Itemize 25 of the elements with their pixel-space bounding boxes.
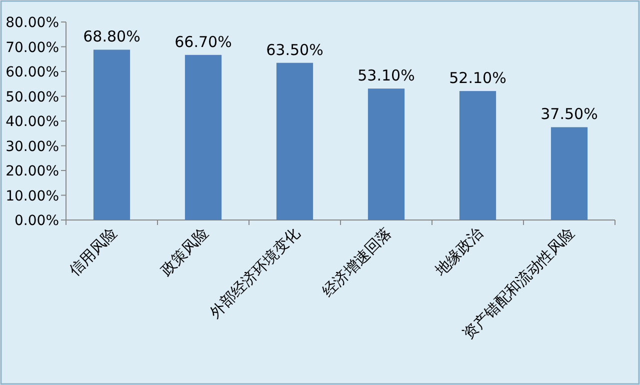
y-tick-label: 50.00% xyxy=(6,89,59,106)
bar xyxy=(459,91,496,220)
bar xyxy=(184,54,222,220)
data-label: 66.70% xyxy=(174,32,232,51)
y-tick-label: 60.00% xyxy=(6,64,59,80)
y-tick-label: 10.00% xyxy=(6,188,59,204)
y-tick-label: 70.00% xyxy=(6,40,59,56)
x-tick-label: 地缘政治 xyxy=(430,224,487,280)
data-label: 37.50% xyxy=(540,105,598,124)
bar xyxy=(276,62,314,220)
data-label: 53.10% xyxy=(358,66,415,85)
y-tick-label: 0.00% xyxy=(14,213,59,229)
data-label: 63.50% xyxy=(266,40,324,59)
x-tick-label: 经济增速回落 xyxy=(318,224,396,300)
x-tick-label: 政策风险 xyxy=(156,224,212,280)
bar xyxy=(93,50,130,220)
y-tick-label: 20.00% xyxy=(6,164,59,180)
data-label: 52.10% xyxy=(449,69,506,88)
y-tick-label: 30.00% xyxy=(6,138,59,155)
bar xyxy=(550,127,588,220)
y-tick-label: 80.00% xyxy=(6,15,59,31)
y-tick-label: 40.00% xyxy=(6,114,59,130)
bar xyxy=(368,88,405,220)
x-tick-label: 信用风险 xyxy=(65,224,121,280)
data-label: 68.80% xyxy=(83,28,140,46)
